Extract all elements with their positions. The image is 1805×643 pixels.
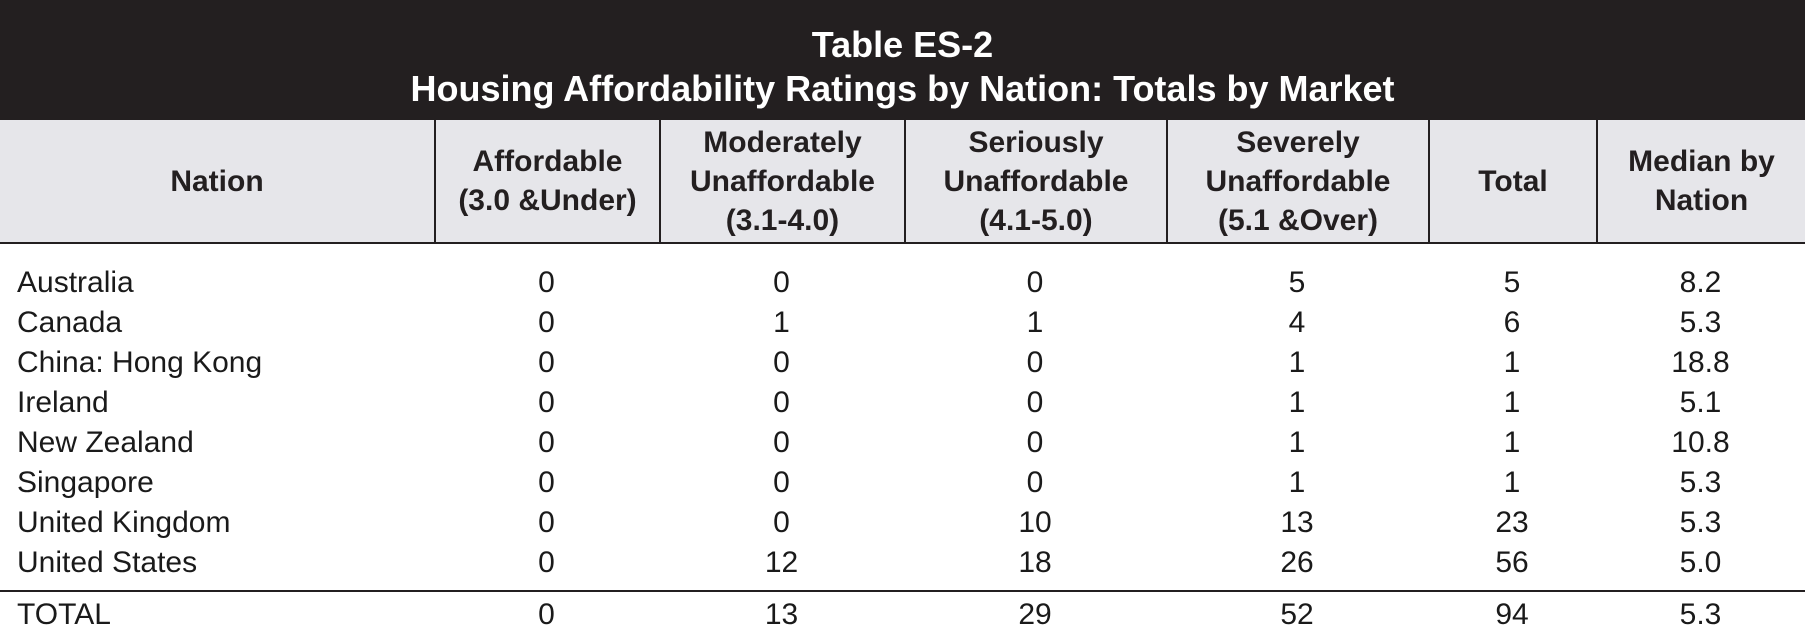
cell-total: 23 — [1495, 506, 1529, 539]
table-row: United Kingdom 0 0 10 13 23 5.3 — [0, 503, 1805, 543]
cell-median: 5.3 — [1679, 466, 1722, 499]
cell-severely-unaffordable: 1 — [1288, 466, 1306, 499]
cell-moderately-unaffordable: 0 — [773, 386, 790, 419]
cell-median: 5.3 — [1679, 598, 1722, 631]
cell-seriously-unaffordable: 1 — [1026, 306, 1044, 339]
column-header-seriously-unaffordable: Seriously Unaffordable (4.1-5.0) — [904, 120, 1166, 242]
cell-affordable: 0 — [538, 346, 555, 379]
cell-moderately-unaffordable: 0 — [773, 466, 790, 499]
cell-total: 5 — [1503, 266, 1521, 299]
cell-affordable: 0 — [538, 426, 555, 459]
cell-seriously-unaffordable: 0 — [1026, 386, 1044, 419]
cell-median: 5.3 — [1679, 506, 1722, 539]
table-row: Australia 0 0 0 5 5 8.2 — [0, 263, 1805, 303]
cell-seriously-unaffordable: 10 — [1018, 506, 1052, 539]
cell-severely-unaffordable: 26 — [1280, 546, 1314, 579]
column-header-total: Total — [1428, 120, 1596, 242]
cell-seriously-unaffordable: 0 — [1026, 266, 1044, 299]
total-row: TOTAL 0 13 29 52 94 5.3 — [0, 595, 1805, 635]
cell-nation: United Kingdom — [17, 506, 231, 539]
cell-nation: Canada — [17, 306, 123, 339]
table-row: Singapore 0 0 0 1 1 5.3 — [0, 463, 1805, 503]
cell-nation: Australia — [17, 266, 134, 299]
cell-affordable: 0 — [538, 546, 555, 579]
table-subtitle: Housing Affordability Ratings by Nation:… — [410, 68, 1395, 109]
column-header-affordable: Affordable (3.0 &Under) — [434, 120, 659, 242]
table-title-band: Table ES-2 Housing Affordability Ratings… — [0, 0, 1805, 120]
cell-nation: United States — [17, 546, 198, 579]
cell-severely-unaffordable: 5 — [1288, 266, 1306, 299]
cell-severely-unaffordable: 1 — [1288, 346, 1306, 379]
cell-median: 10.8 — [1671, 426, 1730, 459]
cell-total: 1 — [1503, 346, 1521, 379]
cell-moderately-unaffordable: 13 — [764, 598, 799, 631]
cell-moderately-unaffordable: 0 — [773, 426, 790, 459]
cell-seriously-unaffordable: 0 — [1026, 426, 1044, 459]
cell-total: 1 — [1503, 466, 1521, 499]
cell-moderately-unaffordable: 0 — [773, 346, 790, 379]
cell-severely-unaffordable: 52 — [1280, 598, 1314, 631]
column-header-nation: Nation — [170, 164, 264, 198]
cell-affordable: 0 — [538, 266, 555, 299]
cell-total: 94 — [1495, 598, 1529, 631]
cell-median: 5.3 — [1679, 306, 1722, 339]
column-header-moderately-unaffordable: Moderately Unaffordable (3.1-4.0) — [659, 120, 904, 242]
cell-seriously-unaffordable: 0 — [1026, 466, 1044, 499]
table-header-row: Nation Affordable (3.0 &Under) Moderatel… — [0, 120, 1805, 244]
cell-seriously-unaffordable: 29 — [1018, 598, 1052, 631]
cell-seriously-unaffordable: 18 — [1018, 546, 1052, 579]
cell-nation: New Zealand — [17, 426, 194, 459]
cell-nation: Ireland — [17, 386, 109, 419]
cell-seriously-unaffordable: 0 — [1026, 346, 1044, 379]
cell-median: 5.0 — [1679, 546, 1722, 579]
table-row: Canada 0 1 1 4 6 5.3 — [0, 303, 1805, 343]
cell-severely-unaffordable: 1 — [1288, 386, 1306, 419]
cell-median: 18.8 — [1671, 346, 1730, 379]
total-divider — [0, 590, 1805, 592]
cell-affordable: 0 — [538, 598, 555, 631]
cell-affordable: 0 — [538, 306, 555, 339]
cell-moderately-unaffordable: 0 — [773, 506, 790, 539]
table-row: United States 0 12 18 26 56 5.0 — [0, 543, 1805, 583]
cell-total: 1 — [1503, 426, 1521, 459]
cell-total-label: TOTAL — [17, 598, 111, 631]
cell-nation: China: Hong Kong — [17, 346, 263, 379]
cell-median: 8.2 — [1679, 266, 1722, 299]
cell-total: 56 — [1495, 546, 1529, 579]
cell-severely-unaffordable: 1 — [1288, 426, 1306, 459]
cell-affordable: 0 — [538, 506, 555, 539]
table-row: Ireland 0 0 0 1 1 5.1 — [0, 383, 1805, 423]
cell-total: 6 — [1503, 306, 1521, 339]
table-row: China: Hong Kong 0 0 0 1 1 18.8 — [0, 343, 1805, 383]
table-title: Table ES-2 — [811, 24, 994, 65]
cell-affordable: 0 — [538, 466, 555, 499]
table-row: New Zealand 0 0 0 1 1 10.8 — [0, 423, 1805, 463]
cell-total: 1 — [1503, 386, 1521, 419]
cell-moderately-unaffordable: 12 — [764, 546, 799, 579]
cell-moderately-unaffordable: 0 — [773, 266, 790, 299]
column-header-severely-unaffordable: Severely Unaffordable (5.1 &Over) — [1166, 120, 1428, 242]
cell-moderately-unaffordable: 1 — [773, 306, 790, 339]
cell-severely-unaffordable: 4 — [1288, 306, 1306, 339]
column-header-median: Median by Nation — [1596, 120, 1805, 242]
cell-affordable: 0 — [538, 386, 555, 419]
cell-severely-unaffordable: 13 — [1280, 506, 1314, 539]
cell-nation: Singapore — [17, 466, 154, 499]
cell-median: 5.1 — [1679, 386, 1722, 419]
